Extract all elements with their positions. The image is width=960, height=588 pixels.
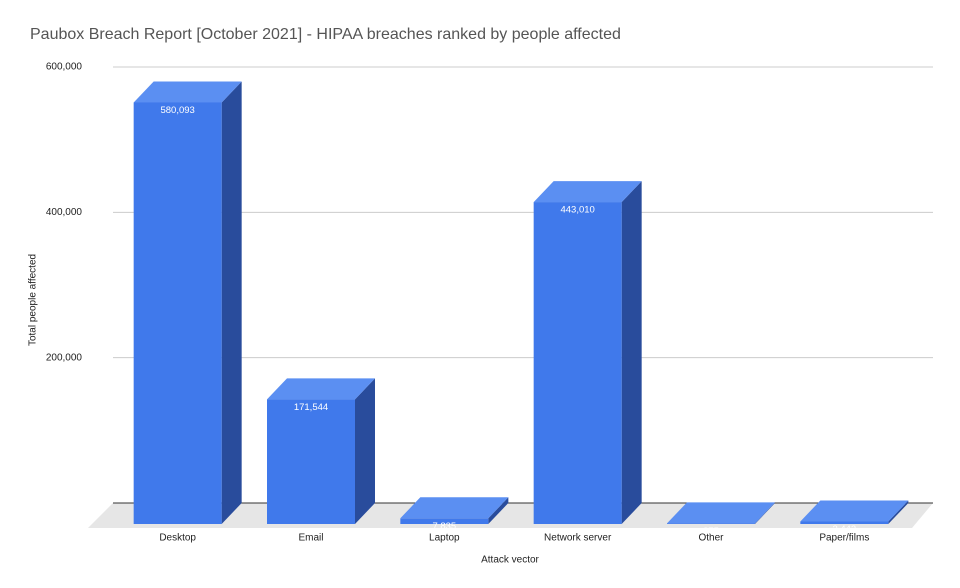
bar bbox=[667, 523, 755, 524]
bar-top bbox=[133, 81, 242, 103]
value-label: 171,544 bbox=[294, 402, 328, 413]
bar-top bbox=[667, 502, 775, 524]
x-tick-label: Laptop bbox=[429, 533, 460, 544]
x-tick-label: Network server bbox=[544, 533, 612, 544]
x-tick-label: Other bbox=[698, 533, 724, 544]
value-label: 875 bbox=[703, 526, 719, 537]
bar bbox=[267, 399, 355, 524]
value-label: 7,835 bbox=[432, 521, 456, 532]
y-tick-label: 200,000 bbox=[46, 352, 83, 363]
x-tick-label: Desktop bbox=[159, 533, 196, 544]
x-tick-label: Paper/films bbox=[819, 533, 869, 544]
x-tick-label: Email bbox=[298, 533, 323, 544]
x-axis-title: Attack vector bbox=[481, 555, 539, 566]
bar bbox=[133, 102, 222, 524]
y-tick-label: 600,000 bbox=[46, 62, 83, 73]
chart-title: Paubox Breach Report [October 2021] - HI… bbox=[30, 26, 621, 43]
bar-side bbox=[888, 500, 909, 524]
bar-side bbox=[488, 497, 509, 524]
bar bbox=[400, 518, 489, 524]
y-tick-label: 400,000 bbox=[46, 207, 83, 218]
bar-side bbox=[755, 502, 775, 524]
value-label: 3,442 bbox=[832, 524, 856, 535]
bar-side bbox=[621, 181, 642, 524]
bar-side bbox=[221, 81, 242, 524]
bar-top bbox=[400, 497, 509, 519]
bar-side bbox=[355, 378, 375, 524]
bar-top bbox=[267, 378, 375, 400]
bar-top bbox=[800, 500, 909, 522]
bar bbox=[533, 202, 622, 524]
bar-top bbox=[533, 181, 642, 203]
y-axis-title: Total people affected bbox=[28, 254, 39, 346]
value-label: 443,010 bbox=[560, 205, 594, 216]
bar bbox=[800, 521, 889, 524]
value-label: 580,093 bbox=[160, 105, 194, 116]
